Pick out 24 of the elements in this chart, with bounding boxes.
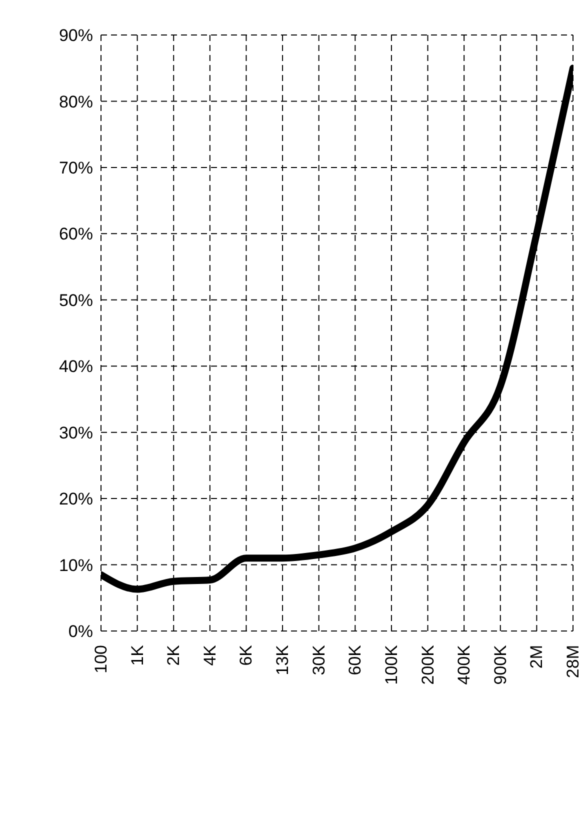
x-tick-label: 6K: [236, 644, 256, 666]
y-tick-label: 40%: [58, 357, 93, 376]
y-tick-label: 20%: [58, 490, 93, 509]
x-tick-label: 1K: [128, 644, 147, 666]
y-tick-label: 0%: [68, 622, 93, 642]
y-tick-label: 90%: [58, 26, 93, 46]
x-tick-label: 100K: [382, 644, 401, 685]
x-tick-label: 200K: [418, 644, 438, 685]
x-tick-label: 28M: [564, 645, 580, 678]
x-tick-label: 2M: [527, 645, 546, 669]
y-tick-label: 30%: [58, 423, 93, 442]
x-tick-label: 30K: [309, 644, 328, 676]
y-tick-label: 50%: [58, 290, 93, 310]
x-tick-label: 900K: [490, 644, 510, 685]
y-tick-label: 80%: [58, 92, 93, 112]
x-tick-label: 2K: [164, 644, 184, 666]
x-tick-label: 100: [92, 645, 110, 674]
y-tick-label: 10%: [58, 556, 93, 575]
x-tick-label: 60K: [346, 644, 365, 676]
y-tick-label: 70%: [58, 158, 93, 178]
x-tick-label: 13K: [273, 644, 292, 676]
x-tick-label: 400K: [454, 644, 474, 685]
y-tick-label: 60%: [58, 224, 93, 244]
x-tick-label: 4K: [200, 644, 220, 666]
